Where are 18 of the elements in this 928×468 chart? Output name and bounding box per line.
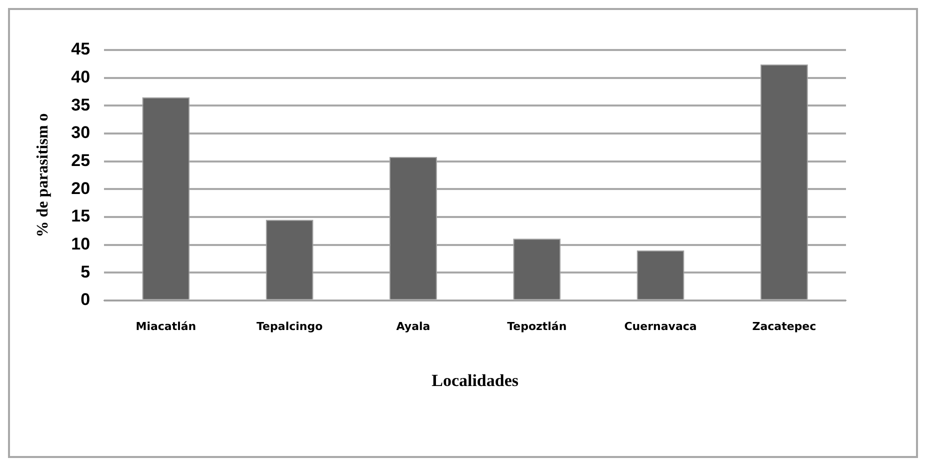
y-tick-label: 10 — [71, 234, 90, 254]
x-tick-label: Tepoztlán — [507, 320, 567, 333]
x-axis-title: Localidades — [432, 371, 519, 390]
x-tick-label: Miacatlán — [136, 320, 196, 333]
y-tick-label: 30 — [71, 123, 90, 142]
y-tick-label: 45 — [71, 40, 90, 59]
x-tick-label: Tepalcingo — [256, 320, 324, 333]
y-tick-label: 0 — [80, 290, 90, 310]
y-tick-label: 5 — [80, 262, 90, 282]
x-tick-label: Cuernavaca — [624, 320, 697, 333]
y-axis-title: % de parasitism o — [34, 113, 52, 238]
y-tick-label: 40 — [71, 68, 90, 87]
y-tick-label: 25 — [71, 150, 90, 170]
y-tick-label: 35 — [71, 95, 90, 114]
y-tick-label: 15 — [71, 206, 90, 226]
x-tick-label: Ayala — [396, 320, 430, 333]
y-tick-label: 20 — [71, 178, 90, 198]
x-tick-label: Zacatepec — [752, 320, 816, 333]
